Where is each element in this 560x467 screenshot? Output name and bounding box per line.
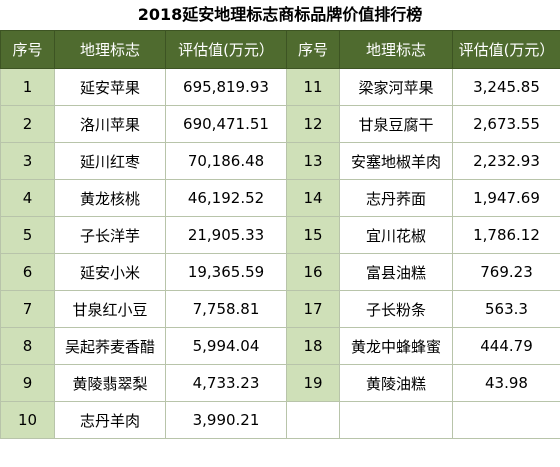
value-cell: 444.79 — [452, 327, 560, 365]
name-cell: 黄陵油糕 — [339, 364, 453, 402]
table-row: 5 子长洋芋 21,905.33 15 宜川花椒 1,786.12 — [0, 216, 560, 254]
value-cell: 769.23 — [452, 253, 560, 291]
value-cell: 46,192.52 — [165, 179, 287, 217]
rank-cell: 3 — [0, 142, 55, 180]
name-cell: 志丹荞面 — [339, 179, 453, 217]
table-row: 8 吴起荞麦香醋 5,994.04 18 黄龙中蜂蜂蜜 444.79 — [0, 327, 560, 365]
rank-cell: 12 — [286, 105, 340, 143]
table-row: 6 延安小米 19,365.59 16 富县油糕 769.23 — [0, 253, 560, 291]
rank-cell: 7 — [0, 290, 55, 328]
value-cell: 4,733.23 — [165, 364, 287, 402]
value-cell: 563.3 — [452, 290, 560, 328]
header-name-left: 地理标志 — [54, 30, 166, 69]
rank-cell: 9 — [0, 364, 55, 402]
name-cell: 黄龙核桃 — [54, 179, 166, 217]
header-rank-left: 序号 — [0, 30, 55, 69]
rank-cell: 17 — [286, 290, 340, 328]
rank-cell: 13 — [286, 142, 340, 180]
name-cell: 黄龙中蜂蜂蜜 — [339, 327, 453, 365]
header-rank-right: 序号 — [286, 30, 340, 69]
rank-cell: 14 — [286, 179, 340, 217]
name-cell: 延安苹果 — [54, 68, 166, 106]
rank-cell: 5 — [0, 216, 55, 254]
value-cell: 3,245.85 — [452, 68, 560, 106]
rank-cell: 8 — [0, 327, 55, 365]
rank-cell: 18 — [286, 327, 340, 365]
name-cell: 梁家河苹果 — [339, 68, 453, 106]
value-cell: 3,990.21 — [165, 401, 287, 439]
table-row: 4 黄龙核桃 46,192.52 14 志丹荞面 1,947.69 — [0, 179, 560, 217]
header-value-right: 评估值(万元） — [452, 30, 560, 69]
ranking-table: 序号 地理标志 评估值(万元） 序号 地理标志 评估值(万元） 1 延安苹果 6… — [0, 30, 560, 439]
rank-cell: 19 — [286, 364, 340, 402]
table-row: 3 延川红枣 70,186.48 13 安塞地椒羊肉 2,232.93 — [0, 142, 560, 180]
name-cell: 子长粉条 — [339, 290, 453, 328]
name-cell: 延川红枣 — [54, 142, 166, 180]
value-cell: 43.98 — [452, 364, 560, 402]
rank-cell: 15 — [286, 216, 340, 254]
name-cell: 洛川苹果 — [54, 105, 166, 143]
table-row: 2 洛川苹果 690,471.51 12 甘泉豆腐干 2,673.55 — [0, 105, 560, 143]
table-row: 10 志丹羊肉 3,990.21 — [0, 401, 560, 439]
table-row: 7 甘泉红小豆 7,758.81 17 子长粉条 563.3 — [0, 290, 560, 328]
value-cell: 1,947.69 — [452, 179, 560, 217]
rank-cell: 4 — [0, 179, 55, 217]
value-cell: 5,994.04 — [165, 327, 287, 365]
value-cell: 695,819.93 — [165, 68, 287, 106]
value-cell: 2,232.93 — [452, 142, 560, 180]
name-cell: 黄陵翡翠梨 — [54, 364, 166, 402]
empty-cell — [452, 401, 560, 439]
table-row: 9 黄陵翡翠梨 4,733.23 19 黄陵油糕 43.98 — [0, 364, 560, 402]
value-cell: 690,471.51 — [165, 105, 287, 143]
name-cell: 宜川花椒 — [339, 216, 453, 254]
name-cell: 志丹羊肉 — [54, 401, 166, 439]
rank-cell: 1 — [0, 68, 55, 106]
name-cell: 吴起荞麦香醋 — [54, 327, 166, 365]
rank-cell: 10 — [0, 401, 55, 439]
name-cell: 子长洋芋 — [54, 216, 166, 254]
table-row: 1 延安苹果 695,819.93 11 梁家河苹果 3,245.85 — [0, 68, 560, 106]
empty-cell — [286, 401, 340, 439]
name-cell: 安塞地椒羊肉 — [339, 142, 453, 180]
rank-cell: 6 — [0, 253, 55, 291]
name-cell: 甘泉红小豆 — [54, 290, 166, 328]
rank-cell: 2 — [0, 105, 55, 143]
header-name-right: 地理标志 — [339, 30, 453, 69]
name-cell: 富县油糕 — [339, 253, 453, 291]
name-cell: 甘泉豆腐干 — [339, 105, 453, 143]
header-value-left: 评估值(万元） — [165, 30, 287, 69]
value-cell: 1,786.12 — [452, 216, 560, 254]
value-cell: 7,758.81 — [165, 290, 287, 328]
name-cell: 延安小米 — [54, 253, 166, 291]
value-cell: 70,186.48 — [165, 142, 287, 180]
table-header-row: 序号 地理标志 评估值(万元） 序号 地理标志 评估值(万元） — [0, 30, 560, 69]
rank-cell: 16 — [286, 253, 340, 291]
empty-cell — [339, 401, 453, 439]
page-title: 2018延安地理标志商标品牌价值排行榜 — [0, 0, 560, 30]
value-cell: 19,365.59 — [165, 253, 287, 291]
rank-cell: 11 — [286, 68, 340, 106]
value-cell: 2,673.55 — [452, 105, 560, 143]
value-cell: 21,905.33 — [165, 216, 287, 254]
